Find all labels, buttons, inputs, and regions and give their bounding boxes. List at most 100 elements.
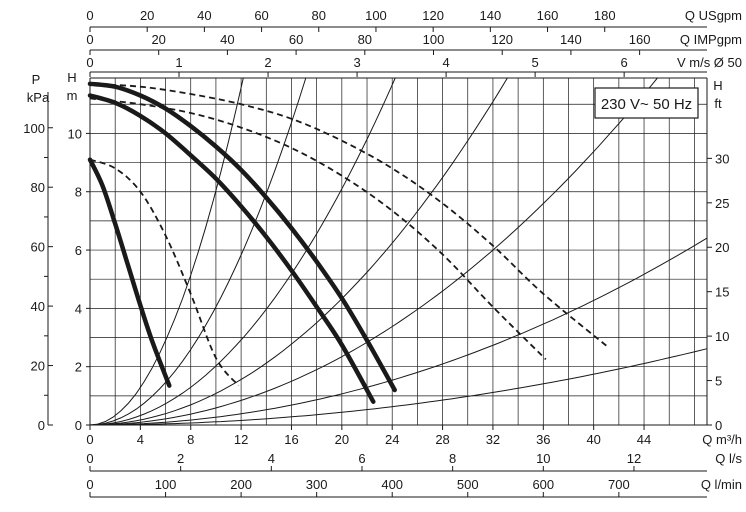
- q-ls-axis-tick-label: 6: [358, 451, 365, 466]
- h-ft-tick-label: 15: [715, 285, 729, 300]
- system-curve: [90, 348, 708, 426]
- h-m-tick-label: 4: [75, 301, 82, 316]
- h-m-tick-label: 2: [75, 360, 82, 375]
- v-ms-axis-tick-label: 5: [532, 55, 539, 70]
- v-ms-axis-label: V m/s Ø 50: [677, 55, 742, 70]
- v-ms-axis-tick-label: 1: [175, 55, 182, 70]
- x-tick-label: 8: [187, 432, 194, 447]
- pump-curve-line: [87, 81, 397, 393]
- x-tick-label: 16: [284, 432, 298, 447]
- q-impgpm-axis-tick-label: 120: [491, 32, 513, 47]
- p-kpa-label-top: P: [32, 72, 41, 87]
- v-ms-axis-tick-label: 3: [353, 55, 360, 70]
- h-ft-tick-label: 25: [715, 196, 729, 211]
- h-m-tick-label: 8: [75, 185, 82, 200]
- h-ft-tick-label: 30: [715, 151, 729, 166]
- system-curve: [89, 77, 307, 426]
- v-ms-axis-tick-label: 2: [264, 55, 271, 70]
- q-lmin-axis-tick-label: 700: [608, 477, 630, 492]
- q-usgpm-axis-tick-label: 40: [197, 8, 211, 23]
- q-lmin-axis-tick-label: 300: [306, 477, 328, 492]
- q-impgpm-axis-label: Q IMPgpm: [680, 32, 742, 47]
- q-ls-axis-tick-label: 10: [536, 451, 550, 466]
- h-ft-label-top: H: [713, 78, 722, 93]
- q-ls-axis-tick-label: 2: [177, 451, 184, 466]
- q-usgpm-axis-tick-label: 140: [479, 8, 501, 23]
- q-lmin-axis-tick-label: 100: [155, 477, 177, 492]
- q-usgpm-axis-tick-label: 20: [140, 8, 154, 23]
- system-curve: [89, 77, 658, 426]
- q-usgpm-axis-tick-label: 60: [254, 8, 268, 23]
- p-kpa-tick-label: 40: [31, 299, 45, 314]
- q-impgpm-axis-tick-label: 40: [220, 32, 234, 47]
- q-usgpm-axis-tick-label: 160: [537, 8, 559, 23]
- h-m-tick-label: 0: [75, 418, 82, 433]
- h-ft-tick-label: 5: [715, 374, 722, 389]
- q-impgpm-axis-tick-label: 20: [151, 32, 165, 47]
- q-impgpm-axis-tick-label: 0: [86, 32, 93, 47]
- axis-labels: 0 4 8 12 16 20 24 28 32 36 40 44 Q m³/h0 2 4 6 8 10 12 Q l/…: [23, 8, 742, 492]
- x-tick-label: 20: [335, 432, 349, 447]
- data-series: [87, 81, 610, 404]
- v-ms-axis-tick-label: 4: [442, 55, 449, 70]
- power-curve-line: [89, 97, 547, 361]
- q-impgpm-axis-tick-label: 80: [358, 32, 372, 47]
- axes: [44, 26, 712, 498]
- q-usgpm-axis-tick-label: 80: [312, 8, 326, 23]
- q-ls-axis-tick-label: 8: [449, 451, 456, 466]
- p-kpa-tick-label: 0: [38, 418, 45, 433]
- q-usgpm-axis-tick-label: 0: [86, 8, 93, 23]
- q-impgpm-axis-tick-label: 100: [423, 32, 445, 47]
- x-tick-label: 28: [435, 432, 449, 447]
- h-m-label-top: H: [67, 70, 76, 85]
- q-usgpm-axis-tick-label: 120: [422, 8, 444, 23]
- badge: 230 V~ 50 Hz: [594, 87, 699, 119]
- q-impgpm-axis-tick-label: 160: [629, 32, 651, 47]
- h-ft-tick-label: 0: [715, 418, 722, 433]
- p-kpa-tick-label: 80: [31, 180, 45, 195]
- q-ls-axis-tick-label: 12: [627, 451, 641, 466]
- p-kpa-tick-label: 60: [31, 240, 45, 255]
- h-ft-tick-label: 10: [715, 329, 729, 344]
- q-lmin-axis-tick-label: 400: [381, 477, 403, 492]
- x-axis-label-m3h: Q m³/h: [702, 432, 742, 447]
- system-curve: [90, 237, 708, 426]
- v-ms-axis-tick-label: 0: [86, 55, 93, 70]
- x-tick-label: 32: [486, 432, 500, 447]
- q-lmin-axis-label: Q l/min: [701, 477, 742, 492]
- x-tick-label: 4: [137, 432, 144, 447]
- h-m-tick-label: 10: [68, 126, 82, 141]
- h-ft-label-bottom: ft: [714, 96, 722, 111]
- p-kpa-tick-label: 100: [23, 121, 45, 136]
- badge-box: [594, 87, 699, 119]
- grid: [90, 78, 707, 425]
- v-ms-axis-tick-label: 6: [621, 55, 628, 70]
- q-usgpm-axis-label: Q USgpm: [685, 8, 742, 23]
- q-lmin-axis-tick-label: 200: [230, 477, 252, 492]
- h-m-tick-label: 6: [75, 243, 82, 258]
- q-impgpm-axis-tick-label: 140: [560, 32, 582, 47]
- q-usgpm-axis-tick-label: 180: [594, 8, 616, 23]
- x-tick-label: 0: [86, 432, 93, 447]
- x-tick-label: 40: [586, 432, 600, 447]
- power-curve-line: [89, 82, 610, 349]
- system-curves: [89, 77, 708, 426]
- q-lmin-axis-tick-label: 600: [532, 477, 554, 492]
- x-tick-label: 24: [385, 432, 399, 447]
- x-tick-label: 12: [234, 432, 248, 447]
- q-lmin-axis-tick-label: 500: [457, 477, 479, 492]
- q-ls-axis-tick-label: 0: [86, 451, 93, 466]
- pump-curve-line: [87, 157, 172, 388]
- p-kpa-tick-label: 20: [31, 359, 45, 374]
- q-ls-axis-tick-label: 4: [268, 451, 275, 466]
- badge-text: 230 V~ 50 Hz: [601, 96, 692, 113]
- q-lmin-axis-tick-label: 0: [86, 477, 93, 492]
- q-impgpm-axis-tick-label: 60: [289, 32, 303, 47]
- h-ft-tick-label: 20: [715, 240, 729, 255]
- h-m-label-bottom: m: [67, 88, 78, 103]
- q-usgpm-axis-tick-label: 100: [365, 8, 387, 23]
- x-tick-label: 36: [536, 432, 550, 447]
- q-ls-axis-label: Q l/s: [715, 451, 742, 466]
- power-curve-line: [89, 158, 240, 387]
